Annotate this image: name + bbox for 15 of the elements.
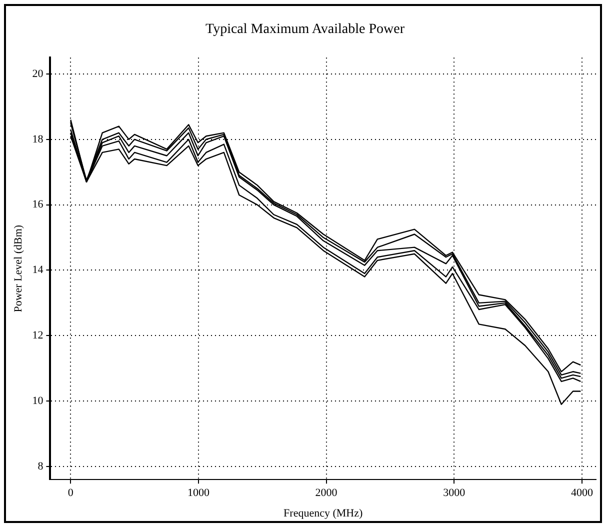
x-tick-label: 4000 [570,487,594,500]
x-tick-label: 3000 [443,487,466,500]
y-axis-title: Power Level (dBm) [12,224,24,312]
y-tick-label: 18 [32,133,44,146]
y-tick-label: 8 [38,460,44,472]
x-tick-label: 1000 [187,487,210,500]
y-tick-label: 20 [32,68,44,80]
y-tick-label: 12 [32,330,44,342]
x-tick-label: 0 [68,487,74,500]
x-axis-title: Frequency (MHz) [284,507,363,520]
x-tick-label: 2000 [315,487,338,500]
y-tick-label: 10 [32,394,44,407]
y-tick-label: 14 [32,264,44,276]
y-tick-label: 16 [32,198,44,211]
chart-title: Typical Maximum Available Power [204,22,406,38]
